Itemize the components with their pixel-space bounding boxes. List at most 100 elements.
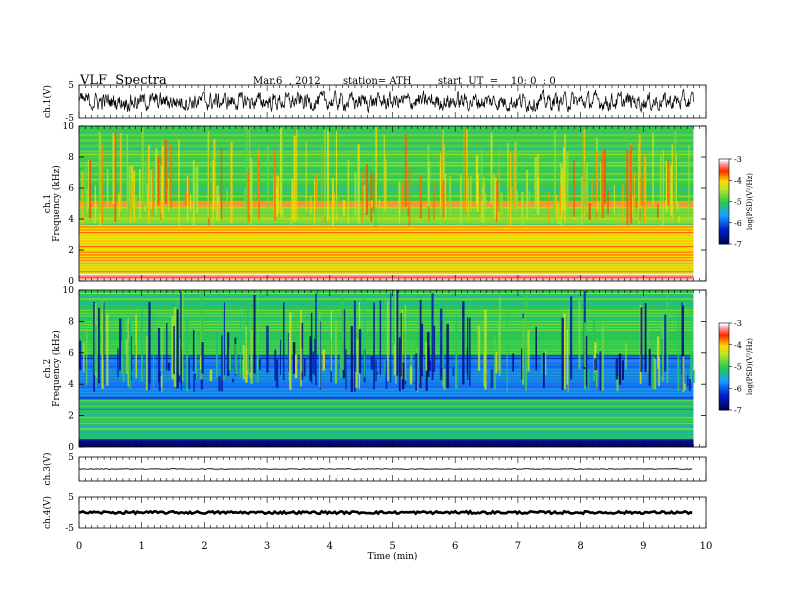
spectrogram-burst xyxy=(690,307,693,383)
spectrogram-burst xyxy=(86,189,88,214)
spectrogram-burst xyxy=(180,291,182,384)
spectrogram-burst xyxy=(497,212,500,222)
spectrogram-burst xyxy=(525,295,528,392)
spectrogram-burst xyxy=(511,200,514,209)
spectrogram-burst xyxy=(186,175,189,222)
colorbar-cell xyxy=(719,386,729,389)
spectrogram-band xyxy=(79,274,694,281)
spectrogram-burst xyxy=(250,331,253,384)
spectrogram-burst xyxy=(247,171,250,222)
spectrogram-burst xyxy=(379,300,382,375)
colorbar-cell xyxy=(719,383,729,387)
spectrogram-burst xyxy=(595,353,598,370)
y-tick-label: 4 xyxy=(68,380,74,390)
spectrogram-burst xyxy=(483,177,486,227)
spectrogram-stripe xyxy=(79,134,694,136)
colorbar-cell xyxy=(719,342,729,346)
spectrogram-burst xyxy=(87,159,90,209)
spectrogram-burst xyxy=(254,191,256,209)
spectrogram-burst xyxy=(504,210,506,222)
spectrogram-stripe xyxy=(79,240,694,242)
colorbar-tick-label: -6 xyxy=(734,219,742,228)
spectrogram-burst xyxy=(594,358,597,371)
spectrogram-burst xyxy=(410,342,413,386)
spectrogram-burst xyxy=(390,292,392,383)
colorbar-cell xyxy=(719,388,729,391)
spectrogram-burst xyxy=(242,345,245,380)
spectrogram-burst xyxy=(290,218,293,225)
spectrogram-burst xyxy=(126,166,130,221)
spectrogram-stripe xyxy=(79,335,694,337)
spectrogram-stripe xyxy=(79,354,694,357)
ch1-waveform-line xyxy=(78,88,694,113)
spectrogram-burst xyxy=(677,360,679,383)
spectrogram-burst xyxy=(157,327,161,383)
spectrogram-burst xyxy=(161,145,165,219)
spectrogram-burst xyxy=(563,313,566,390)
spectrogram-burst xyxy=(279,128,283,218)
spectrogram-stripe xyxy=(79,388,694,391)
colorbar-cell xyxy=(719,359,729,363)
spectrogram-burst xyxy=(419,175,423,219)
spectrogram-burst xyxy=(658,356,660,387)
spectrogram-burst xyxy=(125,339,128,374)
spectrogram-burst xyxy=(396,290,399,376)
spectrogram-burst xyxy=(199,355,202,370)
spectrogram-stripe xyxy=(79,215,694,217)
spectrogram-burst xyxy=(366,163,368,215)
spectrogram-burst xyxy=(230,142,233,224)
spectrogram-burst xyxy=(273,150,276,221)
spectrogram-burst xyxy=(671,144,673,218)
colorbar-cell xyxy=(719,373,729,376)
spectrogram-stripe xyxy=(79,145,694,147)
spectrogram-stripe xyxy=(79,298,694,300)
spectrogram-burst xyxy=(149,302,151,372)
spectrogram-burst xyxy=(310,312,313,383)
colorbar-cell xyxy=(719,233,729,236)
spectrogram-burst xyxy=(379,198,381,207)
spectrogram-burst xyxy=(657,204,659,218)
spectrogram-stripe xyxy=(79,346,694,348)
spectrogram-burst xyxy=(555,194,558,219)
spectrogram-burst xyxy=(600,161,602,214)
spectrogram-burst xyxy=(315,293,317,386)
spectrogram-burst xyxy=(144,159,148,209)
spectrogram-burst xyxy=(564,133,566,224)
spectrogram-burst xyxy=(603,149,606,204)
spectrogram-burst xyxy=(143,173,145,211)
spectrogram-burst xyxy=(413,382,416,384)
spectrogram-burst xyxy=(421,323,424,377)
colorbar-tick-label: -5 xyxy=(734,363,742,372)
colorbar-cell xyxy=(719,161,729,164)
x-tick-label: 2 xyxy=(201,541,207,552)
spectrogram-burst xyxy=(216,185,219,221)
spectrogram-burst xyxy=(98,307,100,384)
spectrogram-burst xyxy=(652,132,654,207)
colorbar-cell xyxy=(719,338,729,341)
y-tick-label: 6 xyxy=(68,184,74,194)
colorbar-cell xyxy=(719,163,729,166)
spectrogram-burst xyxy=(521,191,524,226)
spectrogram-burst xyxy=(409,366,413,384)
colorbar-cell xyxy=(719,327,729,331)
spectrogram-burst xyxy=(480,149,483,226)
spectrogram-burst xyxy=(341,294,345,370)
spectrogram-burst xyxy=(477,173,479,212)
spectrogram-burst xyxy=(384,155,386,210)
spectrogram-burst xyxy=(635,201,637,209)
spectrogram-burst xyxy=(601,324,604,391)
spectrogram-burst xyxy=(376,371,378,375)
colorbar-cell xyxy=(719,329,729,333)
spectrogram-burst xyxy=(494,177,497,219)
spectrogram-burst xyxy=(638,143,640,225)
spectrogram-burst xyxy=(398,337,401,391)
spectrogram-burst xyxy=(340,351,343,378)
spectrogram-burst xyxy=(293,135,296,222)
x-tick-label: 7 xyxy=(515,541,521,552)
colorbar-cell xyxy=(719,197,729,200)
y-tick-label: 10 xyxy=(63,122,75,132)
spectrogram-burst xyxy=(176,309,179,389)
spectrogram-burst xyxy=(681,305,685,390)
spectrogram-burst xyxy=(372,173,375,213)
spectrogram-burst xyxy=(195,166,199,214)
